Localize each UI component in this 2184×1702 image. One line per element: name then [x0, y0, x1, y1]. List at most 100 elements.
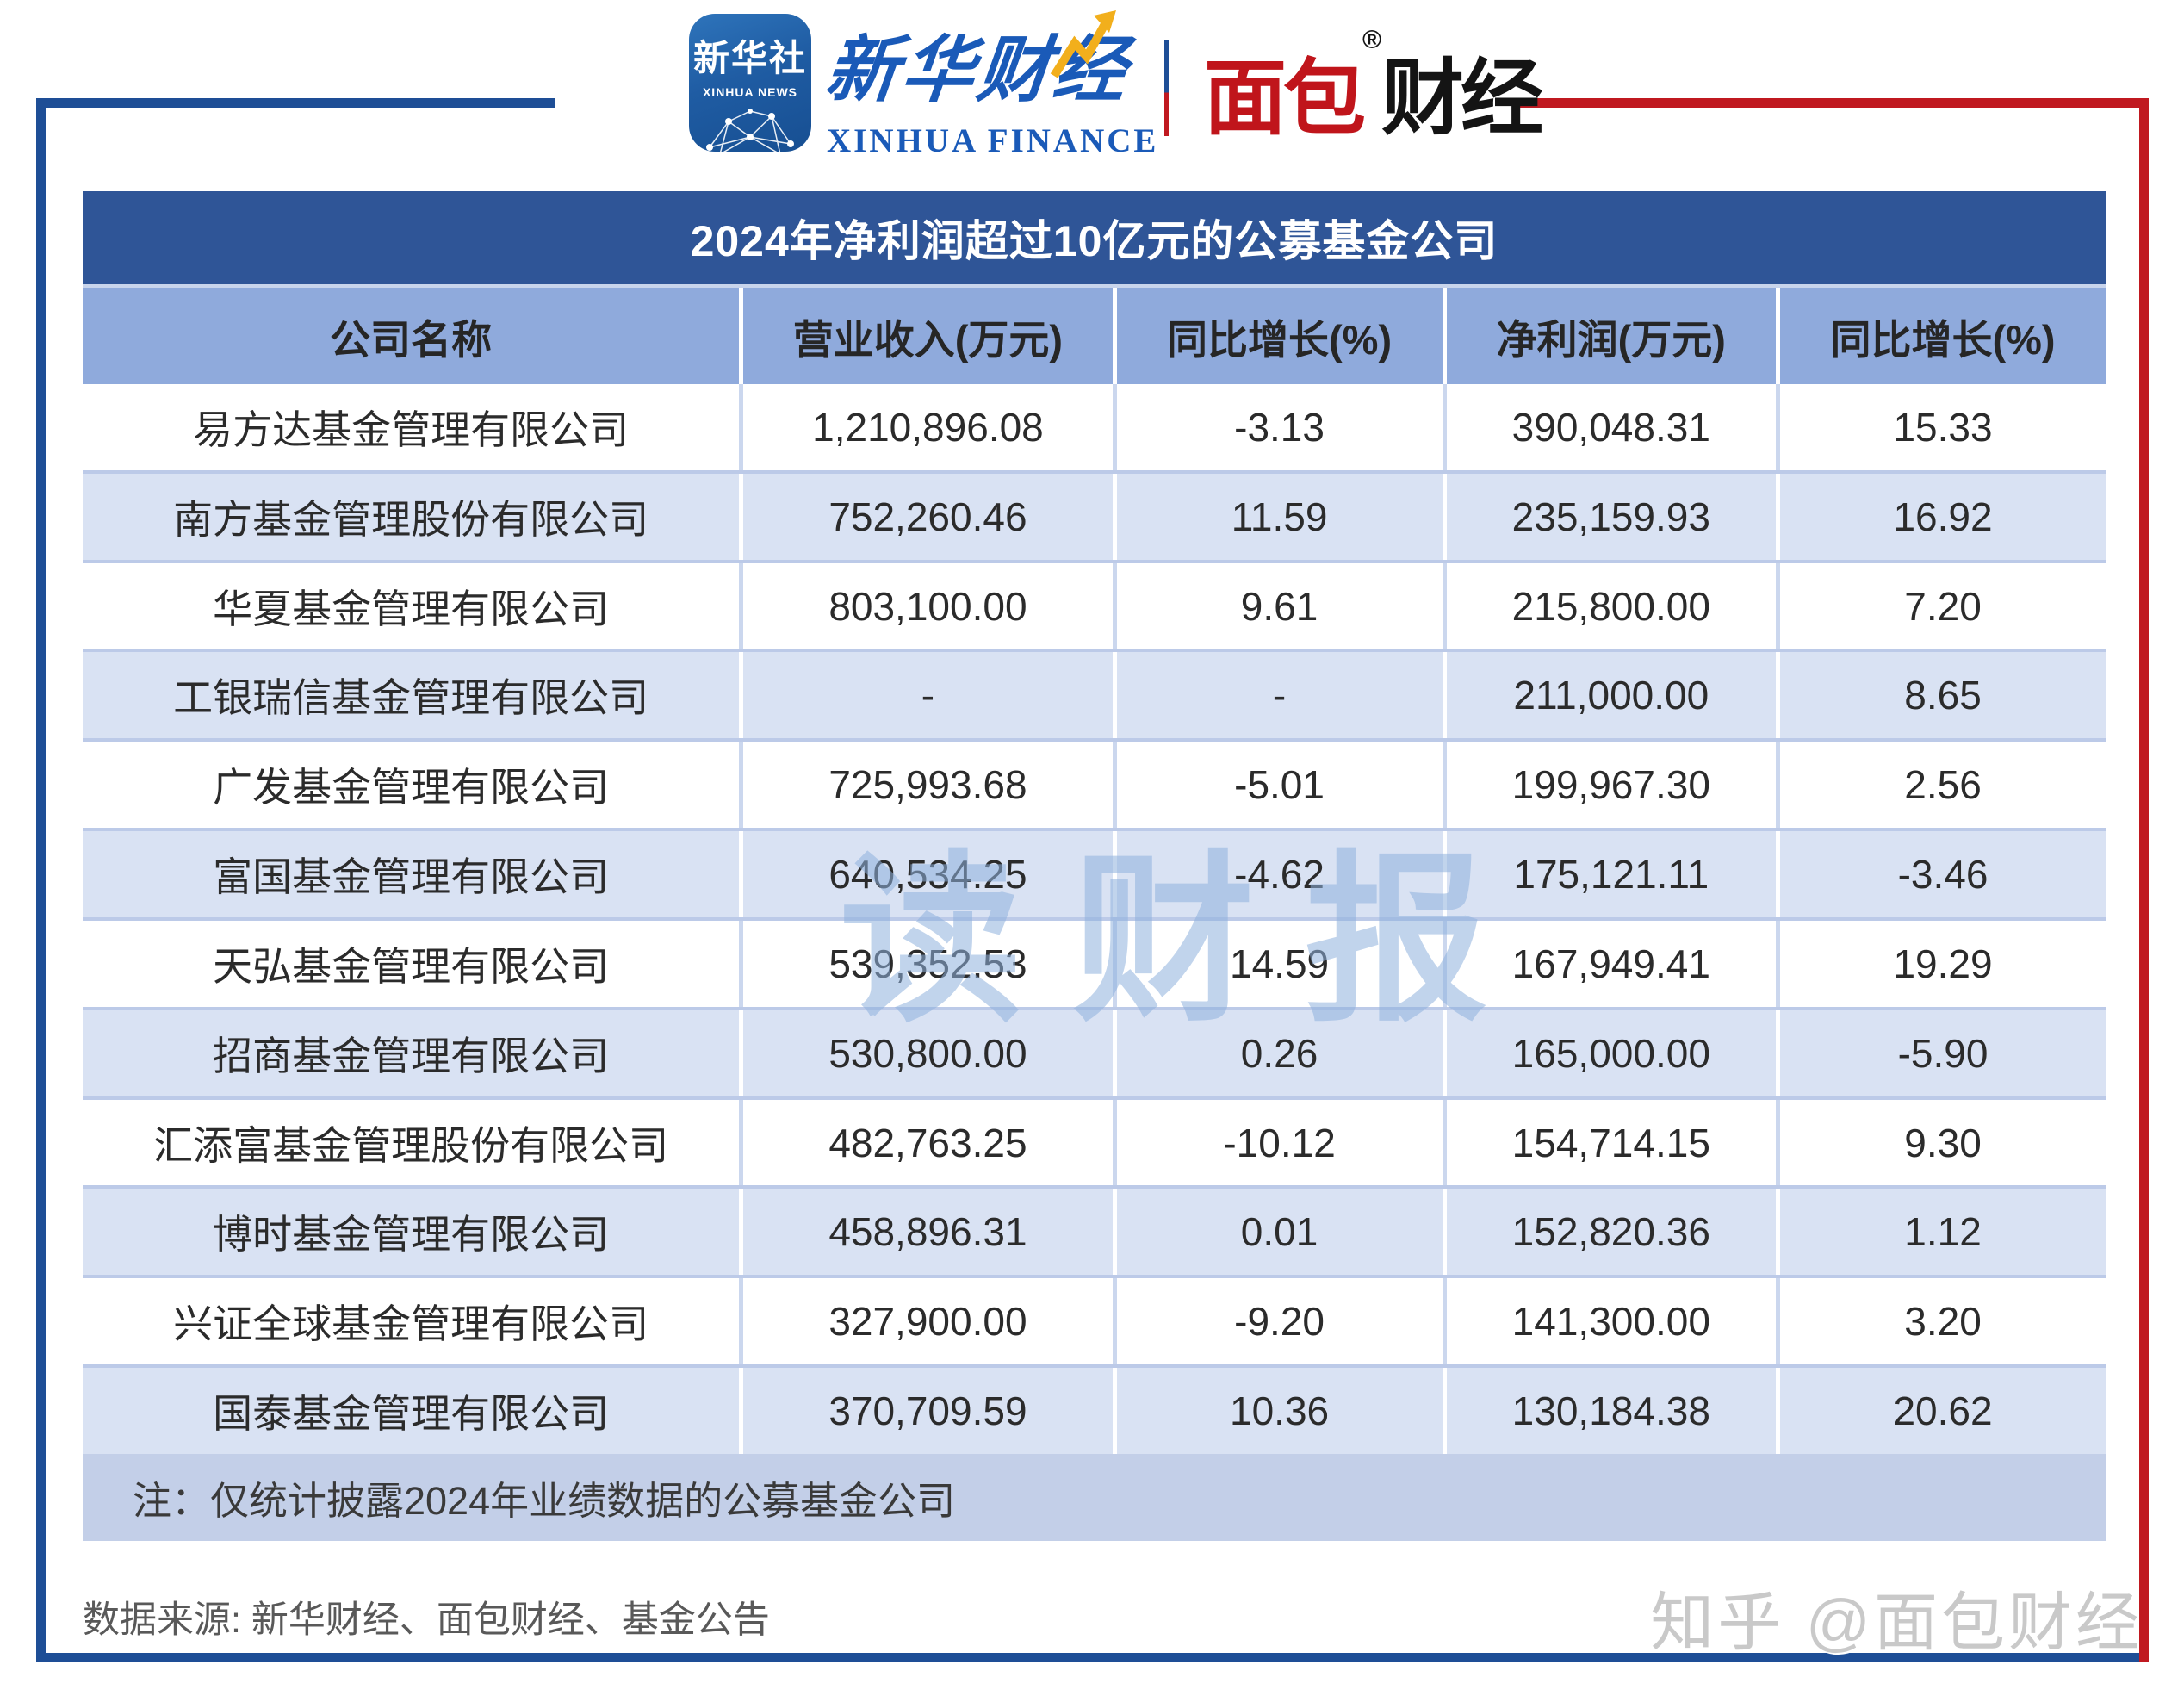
company-name-cell: 汇添富基金管理股份有限公司 — [153, 1122, 669, 1168]
value-cell: 175,121.11 — [1442, 831, 1777, 917]
company-name-cell: 易方达基金管理有限公司 — [193, 407, 630, 452]
right-red-line — [2139, 98, 2149, 1662]
company-name-cell: 兴证全球基金管理有限公司 — [173, 1301, 649, 1347]
value-cell: -4.62 — [1112, 831, 1443, 917]
value-cell: 152,820.36 — [1442, 1189, 1777, 1276]
bottom-blue-line — [36, 1653, 2149, 1662]
value-cell: 7.20 — [1776, 562, 2106, 649]
top-left-blue-line — [36, 98, 555, 108]
column-header-company: 公司名称 — [330, 316, 493, 363]
zhihu-account-watermark: 知乎 @面包财经 — [1650, 1587, 2143, 1658]
value-cell: 15.33 — [1776, 384, 2106, 470]
company-name-cell: 招商基金管理有限公司 — [213, 1033, 610, 1078]
value-cell: 9.30 — [1776, 1099, 2106, 1186]
fund-company-table: 2024年净利润超过10亿元的公募基金公司 公司名称 营业收入(万元) 同比增长… — [83, 191, 2106, 1541]
value-cell: 370,709.59 — [739, 1368, 1112, 1454]
value-cell: 0.01 — [1112, 1189, 1443, 1276]
company-name-cell: 富国基金管理有限公司 — [213, 854, 610, 900]
table-row: 国泰基金管理有限公司 370,709.59 10.36 130,184.38 20.62 — [83, 1364, 2106, 1454]
table-row: 广发基金管理有限公司 725,993.68 -5.01 199,967.30 2.56 — [83, 738, 2106, 829]
value-cell: 482,763.25 — [739, 1099, 1112, 1186]
xinhua-news-sublabel: XINHUA NEWS — [702, 85, 798, 99]
table-row: 招商基金管理有限公司 530,800.00 0.26 165,000.00 -5.90 — [83, 1006, 2106, 1096]
table-row: 富国基金管理有限公司 640,534.25 -4.62 175,121.11 -3.46 — [83, 828, 2106, 917]
column-header-revenue: 营业收入(万元) — [739, 288, 1112, 384]
logo-divider-line — [1164, 40, 1169, 136]
value-cell: 327,900.00 — [739, 1278, 1112, 1365]
company-name-cell: 国泰基金管理有限公司 — [213, 1391, 610, 1437]
value-cell: 640,534.25 — [739, 831, 1112, 917]
value-cell: 8.65 — [1776, 652, 2106, 739]
value-cell: 2.56 — [1776, 742, 2106, 829]
value-cell: 130,184.38 — [1442, 1368, 1777, 1454]
value-cell: - — [1112, 652, 1443, 739]
value-cell: 752,260.46 — [739, 473, 1112, 560]
company-name-cell: 工银瑞信基金管理有限公司 — [173, 675, 649, 721]
top-right-red-line — [1517, 98, 2149, 108]
bread-finance-red-part: 面包 — [1204, 53, 1366, 145]
company-name-cell: 天弘基金管理有限公司 — [213, 943, 610, 989]
value-cell: 211,000.00 — [1442, 652, 1777, 739]
table-row: 易方达基金管理有限公司 1,210,896.08 -3.13 390,048.31 15… — [83, 384, 2106, 470]
up-arrow-icon — [1050, 10, 1116, 78]
value-cell: 725,993.68 — [739, 742, 1112, 829]
xinhua-finance-caption: XINHUA FINANCE — [827, 122, 1159, 159]
table-row: 汇添富基金管理股份有限公司 482,763.25 -10.12 154,714.15 9… — [83, 1096, 2106, 1186]
value-cell: 20.62 — [1776, 1368, 2106, 1454]
xinhua-news-app-icon: 新华社 XINHUA NEWS — [689, 14, 811, 152]
value-cell: 458,896.31 — [739, 1189, 1112, 1276]
left-blue-line — [36, 98, 46, 1662]
bread-finance-black-part: 财经 — [1381, 53, 1543, 145]
table-row: 兴证全球基金管理有限公司 327,900.00 -9.20 141,300.00 3.2… — [83, 1275, 2106, 1365]
value-cell: 803,100.00 — [739, 562, 1112, 649]
company-name-cell: 南方基金管理股份有限公司 — [173, 496, 649, 542]
value-cell: 1.12 — [1776, 1189, 2106, 1276]
company-name-cell: 华夏基金管理有限公司 — [213, 586, 610, 631]
value-cell: 14.59 — [1112, 920, 1443, 1007]
value-cell: 539,352.53 — [739, 920, 1112, 1007]
bread-finance-logo: 面包®财经 — [1204, 26, 1543, 145]
value-cell: -5.90 — [1776, 1009, 2106, 1096]
table-row: 华夏基金管理有限公司 803,100.00 9.61 215,800.00 7.20 — [83, 559, 2106, 649]
table-title: 2024年净利润超过10亿元的公募基金公司 — [83, 191, 2106, 288]
value-cell: -5.01 — [1112, 742, 1443, 829]
value-cell: 3.20 — [1776, 1278, 2106, 1365]
value-cell: 19.29 — [1776, 920, 2106, 1007]
table-body: 易方达基金管理有限公司 1,210,896.08 -3.13 390,048.31 15… — [83, 384, 2106, 1454]
value-cell: 154,714.15 — [1442, 1099, 1777, 1186]
table-row: 博时基金管理有限公司 458,896.31 0.01 152,820.36 1.12 — [83, 1185, 2106, 1276]
xinhua-news-label: 新华社 — [692, 38, 807, 78]
network-globe-icon — [706, 109, 794, 152]
value-cell: 530,800.00 — [739, 1009, 1112, 1096]
column-header-revenue-yoy: 同比增长(%) — [1112, 288, 1443, 384]
value-cell: 165,000.00 — [1442, 1009, 1777, 1096]
value-cell: -10.12 — [1112, 1099, 1443, 1186]
registered-mark: ® — [1362, 26, 1382, 54]
table-row: 工银瑞信基金管理有限公司 - -211,000.00 8.65 — [83, 649, 2106, 739]
value-cell: 141,300.00 — [1442, 1278, 1777, 1365]
value-cell: 10.36 — [1112, 1368, 1443, 1454]
value-cell: 199,967.30 — [1442, 742, 1777, 829]
value-cell: 0.26 — [1112, 1009, 1443, 1096]
value-cell: 215,800.00 — [1442, 562, 1777, 649]
value-cell: -9.20 — [1112, 1278, 1443, 1365]
column-header-netprofit-yoy: 同比增长(%) — [1776, 288, 2106, 384]
table-row: 天弘基金管理有限公司 539,352.53 14.59 167,949.41 19.29 — [83, 916, 2106, 1007]
data-source-text: 数据来源: 新华财经、面包财经、基金公告 — [83, 1600, 770, 1641]
company-name-cell: 广发基金管理有限公司 — [213, 765, 610, 811]
value-cell: 235,159.93 — [1442, 473, 1777, 560]
column-header-netprofit: 净利润(万元) — [1442, 288, 1777, 384]
value-cell: 390,048.31 — [1442, 384, 1777, 470]
value-cell: -3.13 — [1112, 384, 1443, 470]
table-row: 南方基金管理股份有限公司 752,260.46 11.59 235,159.93 16.… — [83, 469, 2106, 560]
value-cell: 1,210,896.08 — [739, 384, 1112, 470]
table-note: 注：仅统计披露2024年业绩数据的公募基金公司 — [83, 1454, 2106, 1541]
table-header-row: 公司名称 营业收入(万元) 同比增长(%) 净利润(万元) 同比增长(%) — [83, 288, 2106, 384]
value-cell: -3.46 — [1776, 831, 2106, 917]
value-cell: 167,949.41 — [1442, 920, 1777, 1007]
company-name-cell: 博时基金管理有限公司 — [213, 1212, 610, 1258]
value-cell: 11.59 — [1112, 473, 1443, 560]
value-cell: - — [739, 652, 1112, 739]
value-cell: 16.92 — [1776, 473, 2106, 560]
